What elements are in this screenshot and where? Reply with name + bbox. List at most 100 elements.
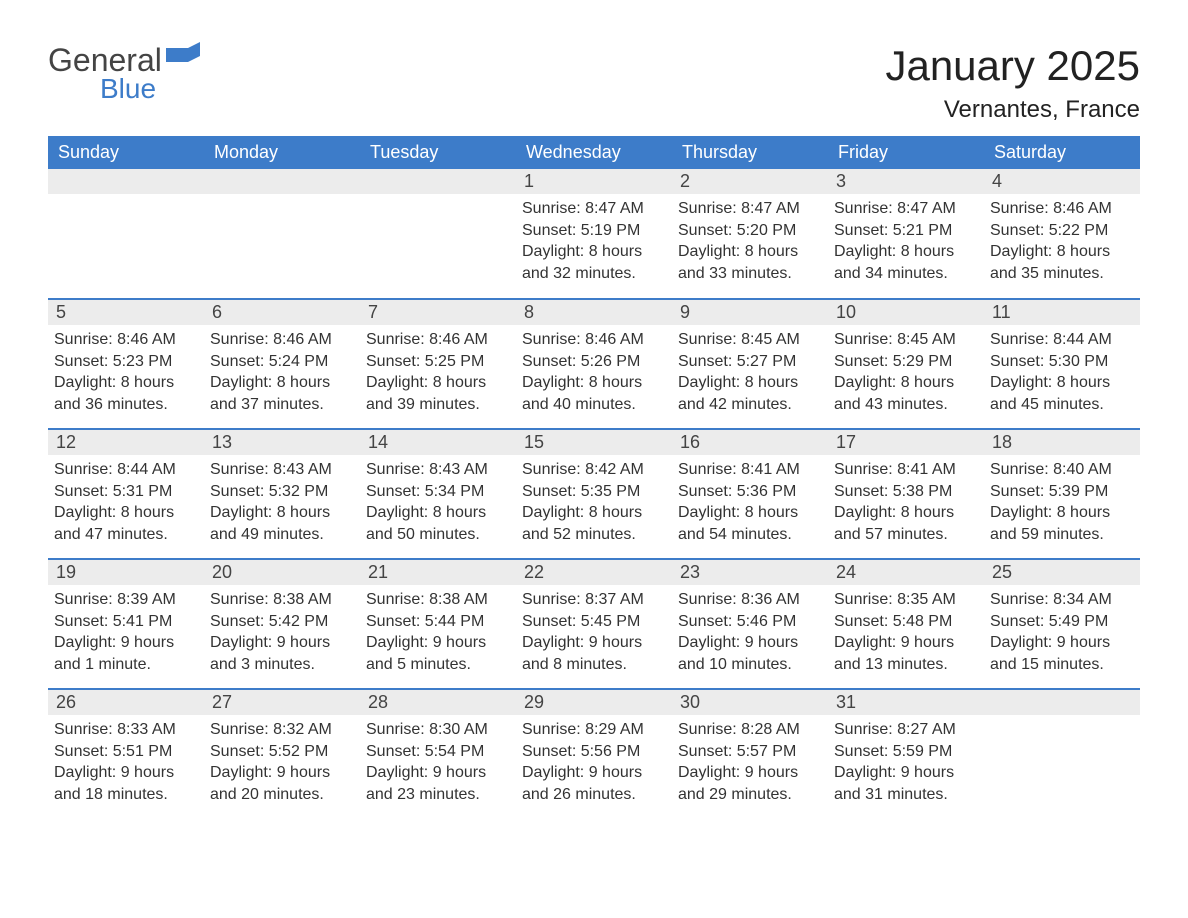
day-body: Sunrise: 8:46 AMSunset: 5:23 PMDaylight:… [48,325,204,423]
sunset-line: Sunset: 5:56 PM [522,741,666,763]
day-cell: 12 Sunrise: 8:44 AMSunset: 5:31 PMDayligh… [48,429,204,559]
week-row: 26Sunrise: 8:33 AMSunset: 5:51 PMDayligh… [48,689,1140,819]
day-body: Sunrise: 8:27 AMSunset: 5:59 PMDaylight:… [828,715,984,813]
day-body: Sunrise: 8:41 AMSunset: 5:38 PMDaylight:… [828,455,984,553]
sunrise-line: Sunrise: 8:41 AM [678,459,822,481]
sunset-line: Sunset: 5:36 PM [678,481,822,503]
flag-icon [166,42,200,73]
sunset-line: Sunset: 5:31 PM [54,481,198,503]
day-body: Sunrise: 8:43 AMSunset: 5:32 PMDaylight:… [204,455,360,553]
daylight-line: Daylight: 8 hours and 50 minutes. [366,502,510,545]
day-number: 8 [516,300,672,325]
day-cell: 7Sunrise: 8:46 AMSunset: 5:25 PMDaylight… [360,299,516,429]
sunset-line: Sunset: 5:41 PM [54,611,198,633]
sunset-line: Sunset: 5:45 PM [522,611,666,633]
day-body: Sunrise: 8:39 AMSunset: 5:41 PMDaylight:… [48,585,204,683]
day-number: 11 [984,300,1140,325]
weekday-wednesday: Wednesday [516,136,672,169]
day-cell: 3Sunrise: 8:47 AMSunset: 5:21 PMDaylight… [828,169,984,299]
weekday-sunday: Sunday [48,136,204,169]
sunrise-line: Sunrise: 8:38 AM [210,589,354,611]
logo: General Blue [48,42,200,105]
day-cell: 20Sunrise: 8:38 AMSunset: 5:42 PMDayligh… [204,559,360,689]
day-body: Sunrise: 8:35 AMSunset: 5:48 PMDaylight:… [828,585,984,683]
day-number: 12 [48,430,204,455]
daylight-line: Daylight: 8 hours and 40 minutes. [522,372,666,415]
weekday-header-row: SundayMondayTuesdayWednesdayThursdayFrid… [48,136,1140,169]
sunrise-line: Sunrise: 8:43 AM [210,459,354,481]
day-cell: 8Sunrise: 8:46 AMSunset: 5:26 PMDaylight… [516,299,672,429]
weekday-monday: Monday [204,136,360,169]
day-cell: 13Sunrise: 8:43 AMSunset: 5:32 PMDayligh… [204,429,360,559]
day-number: 10 [828,300,984,325]
day-body: Sunrise: 8:46 AMSunset: 5:25 PMDaylight:… [360,325,516,423]
daylight-line: Daylight: 9 hours and 13 minutes. [834,632,978,675]
day-cell-empty [360,169,516,299]
day-body: Sunrise: 8:33 AMSunset: 5:51 PMDaylight:… [48,715,204,813]
sunset-line: Sunset: 5:35 PM [522,481,666,503]
day-number: 30 [672,690,828,715]
month-title: January 2025 [885,42,1140,90]
day-number: 19 [48,560,204,585]
day-cell: 19Sunrise: 8:39 AMSunset: 5:41 PMDayligh… [48,559,204,689]
daylight-line: Daylight: 8 hours and 33 minutes. [678,241,822,284]
day-body: Sunrise: 8:42 AMSunset: 5:35 PMDaylight:… [516,455,672,553]
day-number [204,169,360,194]
day-cell: 27Sunrise: 8:32 AMSunset: 5:52 PMDayligh… [204,689,360,819]
day-body: Sunrise: 8:40 AMSunset: 5:39 PMDaylight:… [984,455,1140,553]
day-cell: 1Sunrise: 8:47 AMSunset: 5:19 PMDaylight… [516,169,672,299]
day-cell: 30Sunrise: 8:28 AMSunset: 5:57 PMDayligh… [672,689,828,819]
sunrise-line: Sunrise: 8:42 AM [522,459,666,481]
day-body: Sunrise: 8:34 AMSunset: 5:49 PMDaylight:… [984,585,1140,683]
day-number: 14 [360,430,516,455]
day-cell-empty [984,689,1140,819]
calendar-table: SundayMondayTuesdayWednesdayThursdayFrid… [48,136,1140,819]
day-body: Sunrise: 8:28 AMSunset: 5:57 PMDaylight:… [672,715,828,813]
sunrise-line: Sunrise: 8:39 AM [54,589,198,611]
sunrise-line: Sunrise: 8:32 AM [210,719,354,741]
sunrise-line: Sunrise: 8:33 AM [54,719,198,741]
day-cell: 26Sunrise: 8:33 AMSunset: 5:51 PMDayligh… [48,689,204,819]
sunset-line: Sunset: 5:27 PM [678,351,822,373]
daylight-line: Daylight: 8 hours and 57 minutes. [834,502,978,545]
day-cell: 28Sunrise: 8:30 AMSunset: 5:54 PMDayligh… [360,689,516,819]
sunset-line: Sunset: 5:48 PM [834,611,978,633]
sunrise-line: Sunrise: 8:46 AM [366,329,510,351]
day-body: Sunrise: 8:38 AMSunset: 5:42 PMDaylight:… [204,585,360,683]
sunset-line: Sunset: 5:38 PM [834,481,978,503]
daylight-line: Daylight: 8 hours and 45 minutes. [990,372,1134,415]
sunset-line: Sunset: 5:57 PM [678,741,822,763]
daylight-line: Daylight: 8 hours and 43 minutes. [834,372,978,415]
daylight-line: Daylight: 9 hours and 15 minutes. [990,632,1134,675]
daylight-line: Daylight: 8 hours and 34 minutes. [834,241,978,284]
sunset-line: Sunset: 5:25 PM [366,351,510,373]
day-number: 17 [828,430,984,455]
sunset-line: Sunset: 5:44 PM [366,611,510,633]
sunset-line: Sunset: 5:19 PM [522,220,666,242]
day-cell: 9Sunrise: 8:45 AMSunset: 5:27 PMDaylight… [672,299,828,429]
day-number: 16 [672,430,828,455]
day-cell: 22Sunrise: 8:37 AMSunset: 5:45 PMDayligh… [516,559,672,689]
week-row: 19Sunrise: 8:39 AMSunset: 5:41 PMDayligh… [48,559,1140,689]
daylight-line: Daylight: 8 hours and 47 minutes. [54,502,198,545]
day-body: Sunrise: 8:30 AMSunset: 5:54 PMDaylight:… [360,715,516,813]
day-body: Sunrise: 8:37 AMSunset: 5:45 PMDaylight:… [516,585,672,683]
day-number: 7 [360,300,516,325]
daylight-line: Daylight: 8 hours and 37 minutes. [210,372,354,415]
day-body: Sunrise: 8:47 AMSunset: 5:21 PMDaylight:… [828,194,984,292]
sunset-line: Sunset: 5:23 PM [54,351,198,373]
day-cell: 15Sunrise: 8:42 AMSunset: 5:35 PMDayligh… [516,429,672,559]
logo-text-blue: Blue [100,73,200,105]
sunrise-line: Sunrise: 8:36 AM [678,589,822,611]
sunset-line: Sunset: 5:24 PM [210,351,354,373]
daylight-line: Daylight: 8 hours and 59 minutes. [990,502,1134,545]
sunrise-line: Sunrise: 8:44 AM [54,459,198,481]
day-body: Sunrise: 8:46 AMSunset: 5:22 PMDaylight:… [984,194,1140,292]
sunset-line: Sunset: 5:59 PM [834,741,978,763]
location: Vernantes, France [885,96,1140,124]
day-number: 28 [360,690,516,715]
header: General Blue January 2025 Vernantes, Fra… [48,42,1140,124]
weekday-thursday: Thursday [672,136,828,169]
sunset-line: Sunset: 5:30 PM [990,351,1134,373]
week-row: 5Sunrise: 8:46 AMSunset: 5:23 PMDaylight… [48,299,1140,429]
